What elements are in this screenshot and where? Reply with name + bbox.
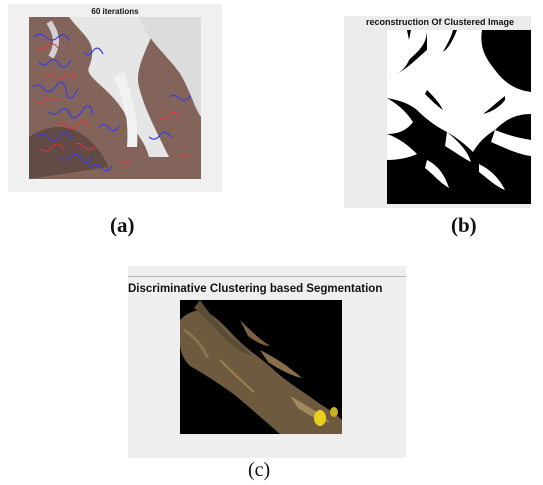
clustered-reconstruction-image <box>387 30 531 204</box>
contour-iterations-image <box>29 17 201 179</box>
figure-panel-b: reconstruction Of Clustered Image <box>344 16 531 208</box>
caption-a: (a) <box>110 213 135 237</box>
window-toolbar <box>128 266 406 277</box>
panel-a-title: 60 iterations <box>91 7 139 16</box>
segmentation-image <box>180 300 342 434</box>
figure-panel-a: 60 iterations <box>8 4 222 192</box>
panel-b-title: reconstruction Of Clustered Image <box>366 17 515 27</box>
panel-c-title: Discriminative Clustering based Segmenta… <box>128 283 383 295</box>
caption-b: (b) <box>451 213 477 237</box>
caption-c: (c) <box>248 459 271 481</box>
figure-panel-c: Discriminative Clustering based Segmenta… <box>128 266 406 458</box>
